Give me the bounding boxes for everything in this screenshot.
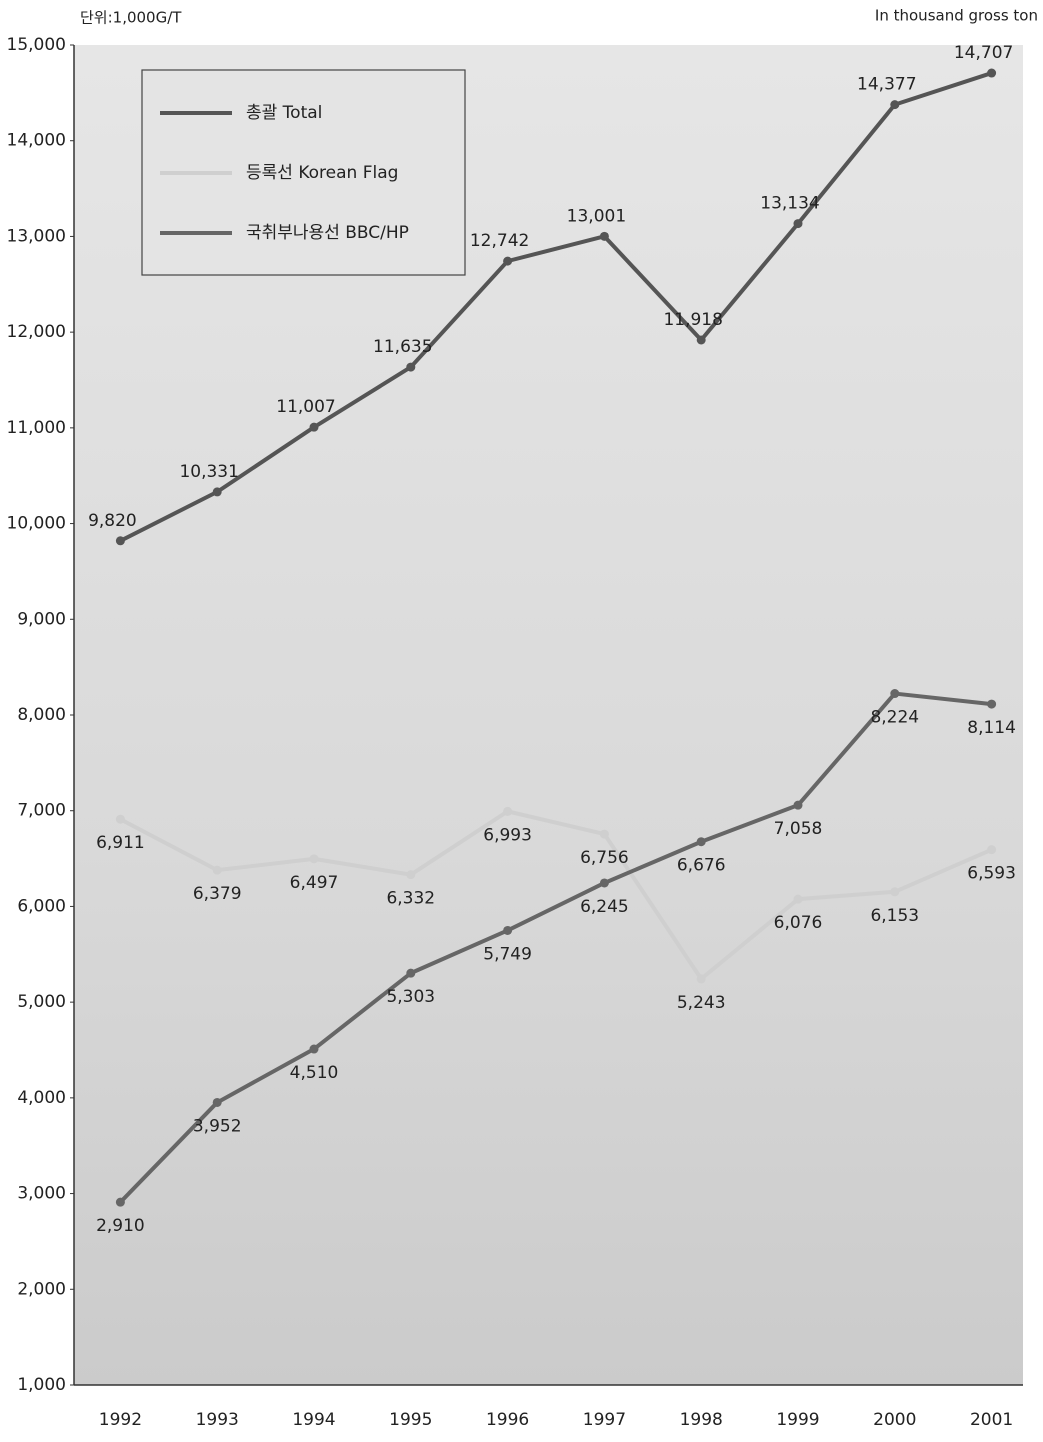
- x-tick-label: 2001: [970, 1410, 1013, 1430]
- data-label: 2,910: [96, 1216, 145, 1236]
- data-label: 11,918: [663, 310, 722, 330]
- data-label: 12,742: [470, 231, 529, 251]
- data-label: 13,134: [760, 194, 819, 214]
- data-label: 9,820: [88, 511, 137, 531]
- data-label: 7,058: [774, 819, 823, 839]
- y-tick-label: 1,000: [17, 1375, 66, 1395]
- x-tick-label: 1997: [583, 1410, 626, 1430]
- y-tick-label: 13,000: [7, 226, 66, 246]
- data-label: 4,510: [290, 1063, 339, 1083]
- data-point: [696, 837, 706, 847]
- data-point: [503, 925, 513, 935]
- data-label: 6,593: [967, 864, 1016, 884]
- data-point: [793, 894, 803, 904]
- data-point: [115, 814, 125, 824]
- legend-label: 등록선 Korean Flag: [246, 163, 398, 183]
- y-tick-label: 6,000: [17, 896, 66, 916]
- data-label: 11,635: [373, 337, 432, 357]
- x-tick-label: 1996: [486, 1410, 529, 1430]
- data-label: 6,332: [386, 889, 435, 909]
- series-line: [118, 691, 992, 1204]
- data-point: [503, 806, 513, 816]
- unit-left: 단위:1,000G/T: [80, 9, 182, 27]
- data-point: [987, 699, 997, 709]
- data-label: 5,749: [483, 944, 532, 964]
- data-label: 3,952: [193, 1116, 242, 1136]
- y-tick-label: 8,000: [17, 705, 66, 725]
- data-point: [987, 68, 997, 78]
- data-point: [212, 1097, 222, 1107]
- data-point: [309, 422, 319, 432]
- data-point: [503, 256, 513, 266]
- data-point: [406, 362, 416, 372]
- y-tick-label: 10,000: [7, 514, 66, 534]
- data-label: 6,497: [290, 873, 339, 893]
- data-point: [696, 335, 706, 345]
- data-point: [212, 865, 222, 875]
- y-tick-label: 7,000: [17, 801, 66, 821]
- x-tick-label: 1998: [680, 1410, 723, 1430]
- y-tick-label: 11,000: [7, 418, 66, 438]
- data-point: [793, 800, 803, 810]
- data-label: 14,377: [857, 75, 916, 95]
- data-point: [309, 1044, 319, 1054]
- data-point: [115, 536, 125, 546]
- data-label: 6,993: [483, 825, 532, 845]
- data-label: 6,245: [580, 897, 629, 917]
- y-tick-label: 2,000: [17, 1279, 66, 1299]
- y-tick-label: 12,000: [7, 322, 66, 342]
- data-label: 13,001: [567, 206, 626, 226]
- data-point: [890, 887, 900, 897]
- data-point: [406, 870, 416, 880]
- data-label: 8,224: [870, 708, 919, 728]
- x-tick-label: 1995: [389, 1410, 432, 1430]
- legend-label: 국취부나용선 BBC/HP: [246, 223, 409, 243]
- x-tick-label: 1999: [776, 1410, 819, 1430]
- data-label: 6,379: [193, 884, 242, 904]
- data-label: 14,707: [954, 43, 1013, 63]
- data-label: 6,076: [774, 913, 823, 933]
- data-point: [406, 968, 416, 978]
- data-point: [987, 845, 997, 855]
- x-tick-label: 2000: [873, 1410, 916, 1430]
- y-tick-label: 4,000: [17, 1088, 66, 1108]
- y-tick-label: 14,000: [7, 131, 66, 151]
- y-tick-label: 3,000: [17, 1184, 66, 1204]
- x-tick-label: 1992: [99, 1410, 142, 1430]
- x-tick-label: 1993: [196, 1410, 239, 1430]
- y-tick-label: 15,000: [7, 35, 66, 55]
- data-label: 11,007: [276, 397, 335, 417]
- data-point: [696, 974, 706, 984]
- data-point: [793, 219, 803, 229]
- data-label: 6,756: [580, 848, 629, 868]
- data-point: [115, 1197, 125, 1207]
- y-tick-label: 9,000: [17, 609, 66, 629]
- data-point: [212, 487, 222, 497]
- data-point: [890, 689, 900, 699]
- data-label: 5,303: [386, 987, 435, 1007]
- series-line: [119, 809, 993, 981]
- x-tick-label: 1994: [292, 1410, 335, 1430]
- data-label: 5,243: [677, 993, 726, 1013]
- data-point: [309, 854, 319, 864]
- data-label: 8,114: [967, 718, 1016, 738]
- data-point: [599, 878, 609, 888]
- data-point: [890, 100, 900, 110]
- data-label: 6,153: [870, 906, 919, 926]
- unit-right: In thousand gross ton: [875, 7, 1038, 25]
- data-label: 6,676: [677, 856, 726, 876]
- legend-label: 총괄 Total: [246, 103, 322, 123]
- data-point: [599, 829, 609, 839]
- y-tick-label: 5,000: [17, 992, 66, 1012]
- series-line: [119, 71, 993, 543]
- data-label: 10,331: [179, 462, 238, 482]
- data-label: 6,911: [96, 833, 145, 853]
- data-point: [599, 231, 609, 241]
